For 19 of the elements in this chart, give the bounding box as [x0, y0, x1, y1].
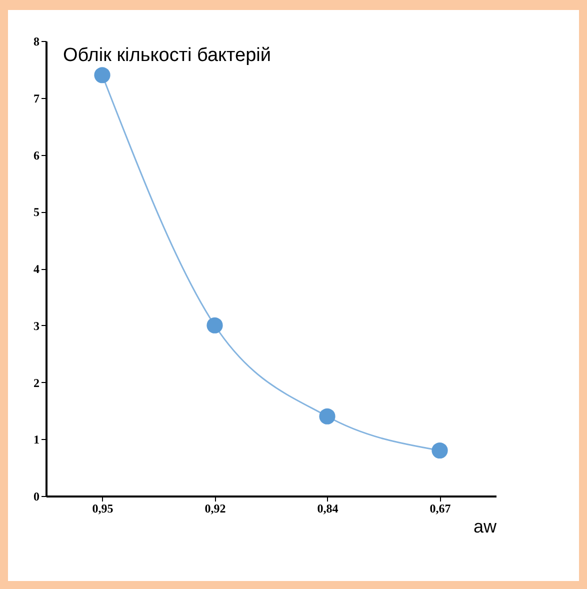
point	[206, 317, 223, 334]
x-tick-label: 0,95	[92, 502, 114, 516]
x-tick-label: 0,92	[204, 502, 226, 516]
y-tick-label: 8	[34, 34, 40, 48]
chart-title: Облік кількості бактерій	[63, 45, 272, 66]
y-tick-label: 7	[34, 91, 40, 106]
y-tick-label: 1	[34, 432, 40, 447]
y-tick-label: 4	[34, 262, 40, 276]
point	[319, 408, 336, 424]
y-tick-label: 3	[34, 318, 40, 333]
point	[432, 442, 448, 459]
x-axis-title: aw	[473, 516, 498, 536]
x-tick-label: 0,67	[430, 502, 451, 516]
y-tick-label: 2	[34, 376, 40, 390]
y-tick-label: 5	[34, 205, 40, 220]
x-tick-label: 0,84	[317, 502, 338, 516]
y-tick-label: 6	[34, 148, 40, 162]
y-tick-label: 0	[34, 490, 40, 504]
point	[94, 67, 110, 84]
